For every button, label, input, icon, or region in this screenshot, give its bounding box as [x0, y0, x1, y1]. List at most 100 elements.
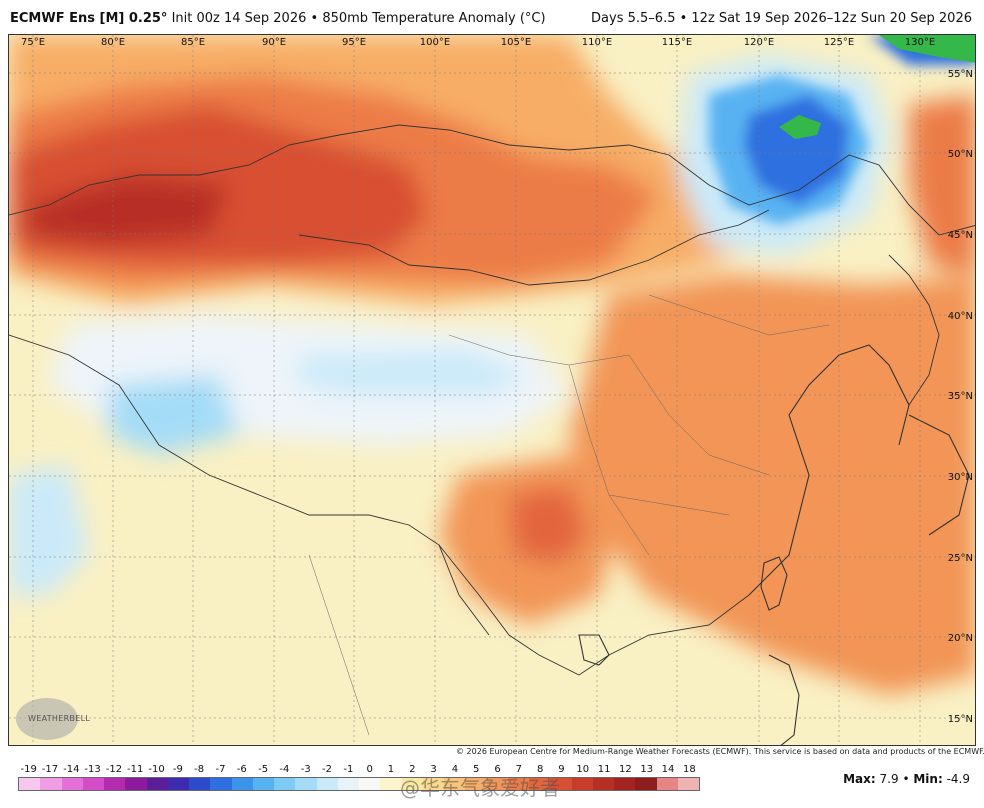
colorbar-tick-label: 8: [536, 764, 544, 775]
coastlines: [578, 344, 970, 745]
lon-label: 85°E: [181, 37, 205, 48]
colorbar-segment: [167, 778, 189, 790]
colorbar-segment: [401, 778, 423, 790]
province-line-1: [448, 334, 630, 366]
colorbar-tick-label: -12: [105, 764, 123, 775]
colorbar-tick-label: 5: [473, 764, 480, 775]
lon-label: 105°E: [501, 37, 531, 48]
anomaly-map: 75°E 80°E 85°E 90°E 95°E 100°E 105°E 110…: [8, 34, 976, 746]
colorbar-segment: [507, 778, 529, 790]
colorbar-segment: [295, 778, 317, 790]
colorbar-tick-label: -8: [194, 764, 205, 775]
colorbar-tick-label: -2: [322, 764, 333, 775]
colorbar-segment: [125, 778, 147, 790]
colorbar-tick-label: 2: [409, 764, 416, 775]
colorbar-segment: [316, 778, 338, 790]
cool-anomaly-west-plateau: [109, 375, 239, 455]
colorbar-tick-label: -14: [63, 764, 80, 775]
colorbar-tick-label: 1: [387, 764, 395, 775]
warm-anomaly-east: [569, 275, 975, 695]
logo-text: WEATHERBELL: [28, 714, 91, 723]
weatherbell-logo: [16, 698, 78, 740]
colorbar-segment: [231, 778, 253, 790]
watermark: @华东气象爱好者: [400, 776, 560, 800]
lat-label: 55°N: [948, 69, 973, 80]
coast-china: [748, 344, 910, 596]
colorbar-tick-label: -11: [127, 764, 144, 775]
max-min-summary: Max: 7.9 • Min: -4.9: [843, 772, 970, 786]
colorbar-segment: [550, 778, 572, 790]
cold-anomaly-minimum: [779, 115, 821, 139]
model-name: ECMWF Ens [M] 0.25°: [10, 11, 168, 26]
colorbar-tick-label: -5: [258, 764, 269, 775]
lat-label: 50°N: [948, 149, 973, 160]
province-line-6: [308, 554, 370, 736]
province-borders: [308, 294, 830, 736]
colorbar-segment: [444, 778, 466, 790]
lon-label: 90°E: [262, 37, 286, 48]
colorbar-tick-label: 11: [597, 764, 611, 775]
colorbar-segment: [635, 778, 657, 790]
max-label: Max:: [843, 772, 876, 786]
cold-anomaly-core: [744, 95, 849, 205]
colorbar-tick-label: 3: [430, 764, 437, 775]
colorbar-tick-label: 13: [640, 764, 654, 775]
colorbar-tick-label: 10: [576, 764, 590, 775]
colorbar-segment: [592, 778, 614, 790]
bullet-separator: •: [902, 772, 910, 786]
colorbar-tick-label: 18: [682, 764, 696, 775]
lat-labels: 55°N 50°N 45°N 40°N 35°N 30°N 25°N 20°N …: [948, 69, 973, 725]
colorbar-tick-label: -1: [343, 764, 354, 775]
colorbar-tick-label: -6: [236, 764, 247, 775]
colorbar-segment: [422, 778, 444, 790]
lat-label: 35°N: [948, 391, 973, 402]
lat-label: 25°N: [948, 553, 973, 564]
country-borders: [9, 124, 975, 676]
lon-label: 125°E: [824, 37, 854, 48]
colorbar-segment: [61, 778, 83, 790]
colorbar-segment: [40, 778, 62, 790]
colorbar-segment: [614, 778, 636, 790]
colorbar: [18, 777, 700, 791]
colorbar-segment: [19, 778, 41, 790]
colorbar-tick-label: 6: [494, 764, 501, 775]
lat-label: 15°N: [948, 714, 973, 725]
colorbar-tick-label: -10: [148, 764, 165, 775]
colorbar-segment: [210, 778, 232, 790]
colorbar-segment: [189, 778, 211, 790]
colorbar-ticks: -19 -17 -14 -13 -12 -11 -10 -9 -8 -7 -6 -5 -4 -3 -2 -1 0…: [18, 764, 700, 776]
lat-label: 45°N: [948, 230, 973, 241]
lon-label: 80°E: [101, 37, 125, 48]
valid-period: Days 5.5–6.5 • 12z Sat 19 Sep 2026–12z S…: [591, 11, 972, 26]
cool-anomaly-tarim: [299, 350, 529, 395]
lat-label: 30°N: [948, 472, 973, 483]
border-russia: [9, 124, 975, 236]
colorbar-tick-label: 9: [558, 764, 565, 775]
coast-philippines: [768, 654, 800, 745]
colorbar-segment: [486, 778, 508, 790]
graticule: [9, 35, 975, 745]
border-korea: [888, 254, 940, 406]
header-left: ECMWF Ens [M] 0.25° Init 00z 14 Sep 2026…: [10, 11, 546, 26]
colorbar-segment: [337, 778, 359, 790]
copyright-notice: © 2026 European Centre for Medium-Range …: [456, 747, 984, 756]
colorbar-segment: [465, 778, 487, 790]
bullet-separator: •: [310, 11, 319, 26]
coast-japan: [908, 414, 970, 536]
colorbar-tick-label: 7: [515, 764, 523, 775]
colorbar-segment: [274, 778, 296, 790]
lon-label: 110°E: [582, 37, 612, 48]
colorbar-tick-label: -17: [41, 764, 59, 775]
lon-label: 75°E: [21, 37, 45, 48]
colorbar-tick-label: -9: [172, 764, 183, 775]
lon-labels: 75°E 80°E 85°E 90°E 95°E 100°E 105°E 110…: [21, 37, 935, 48]
province-line-4: [608, 494, 730, 516]
colorbar-segment: [146, 778, 168, 790]
colorbar-tick-label: 0: [366, 764, 373, 775]
border-himalaya: [9, 334, 490, 636]
lon-label: 130°E: [905, 37, 935, 48]
province-line-2: [568, 364, 650, 556]
colorbar-segment: [529, 778, 551, 790]
border-mongolia-china: [298, 209, 770, 286]
colorbar-segment: [656, 778, 678, 790]
